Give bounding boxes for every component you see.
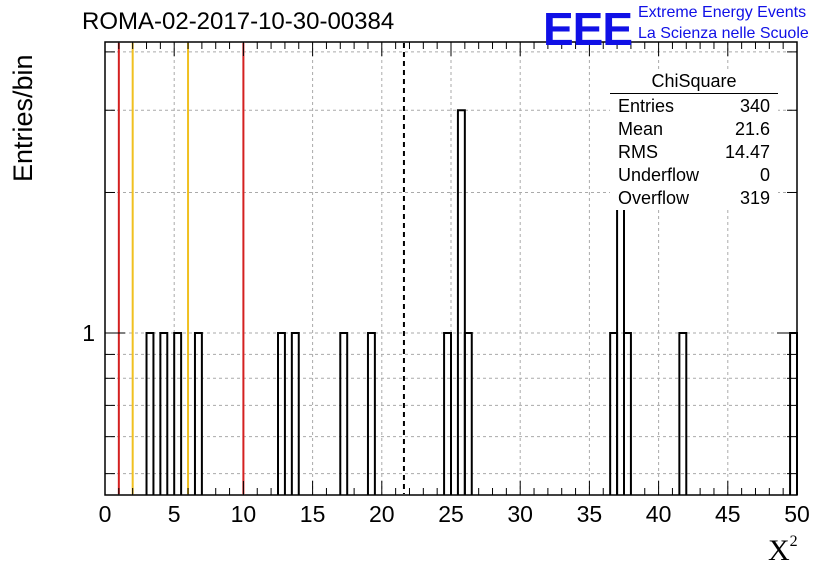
y-axis-label: Entries/bin [8, 54, 38, 182]
x-tick-label: 25 [438, 501, 464, 527]
histogram-bin [443, 332, 452, 495]
logo-line-2: La Scienza nelle Scuole [638, 25, 809, 42]
histogram-bin [678, 332, 688, 495]
stats-label: RMS [618, 142, 658, 162]
histogram-bin [277, 332, 286, 495]
x-tick-label: 50 [784, 501, 810, 527]
histogram-bin [616, 191, 625, 495]
axis-ticks [104, 42, 798, 495]
x-tick-label: 15 [300, 501, 326, 527]
x-tick-label: 40 [646, 501, 672, 527]
histogram-bin [159, 332, 169, 495]
histogram-bins [145, 109, 798, 495]
stats-label: Overflow [618, 188, 690, 208]
stats-row-mean: Mean 21.6 [610, 118, 778, 141]
histogram-bin [463, 332, 473, 495]
stats-value: 319 [739, 188, 770, 208]
x-tick-label: 45 [715, 501, 741, 527]
reference-lines [117, 43, 405, 494]
x-tick-label: 5 [168, 501, 181, 527]
stats-row-overflow: Overflow 319 [610, 187, 778, 210]
stats-label: Mean [618, 119, 664, 139]
x-axis-label: X2 [768, 533, 798, 568]
logo-line-1: Extreme Energy Events [638, 4, 807, 21]
x-tick-label: 10 [231, 501, 257, 527]
y-tick-label: 1 [82, 320, 95, 346]
eee-logo: EEE [543, 3, 633, 55]
histogram-bin [456, 109, 466, 495]
stats-value: 340 [739, 96, 770, 116]
stats-value: 14.47 [724, 142, 770, 162]
x-tick-label: 20 [369, 501, 395, 527]
histogram-bin [366, 332, 376, 495]
histogram-bin [339, 332, 349, 495]
stats-row-entries: Entries 340 [610, 95, 778, 118]
stats-value: 0 [759, 165, 770, 185]
stats-row-underflow: Underflow 0 [610, 164, 778, 187]
stats-label: Underflow [618, 165, 700, 185]
histogram-bin [145, 332, 155, 495]
histogram-bin [193, 332, 203, 495]
axis-tick-labels: 0 5 10 15 20 25 30 35 40 45 50 1 [82, 320, 810, 527]
stats-value: 21.6 [734, 119, 770, 139]
histogram-bin [173, 332, 183, 495]
x-tick-label: 35 [577, 501, 603, 527]
histogram-bin [789, 332, 798, 495]
x-tick-label: 30 [507, 501, 533, 527]
x-tick-label: 0 [99, 501, 112, 527]
histogram-bin [290, 332, 300, 495]
stats-box: ChiSquare Entries 340 Mean 21.6 RMS 14.4… [610, 70, 778, 210]
x-axis-label-sup: 2 [789, 533, 798, 550]
stats-label: Entries [618, 96, 675, 116]
chart-title: ROMA-02-2017-10-30-00384 [82, 8, 395, 35]
histogram-bin [609, 332, 619, 495]
histogram-bin [623, 332, 632, 495]
stats-title: ChiSquare [610, 70, 778, 94]
x-axis-label-base: X [768, 534, 790, 567]
stats-row-rms: RMS 14.47 [610, 141, 778, 164]
